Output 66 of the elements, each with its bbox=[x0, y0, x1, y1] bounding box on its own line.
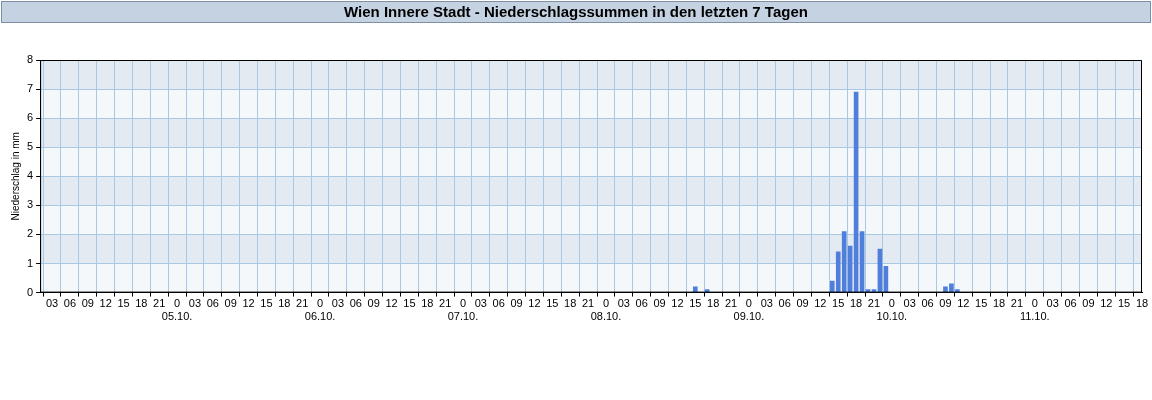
x-tick-label: 15 bbox=[832, 297, 845, 310]
x-tick-label: 06 bbox=[921, 297, 934, 310]
x-tick-label: 09 bbox=[224, 297, 237, 310]
x-tick-label: 18 bbox=[421, 297, 434, 310]
x-tick-label: 12 bbox=[99, 297, 112, 310]
x-tick-label: 12 bbox=[385, 297, 398, 310]
x-tick-label: 09 bbox=[939, 297, 952, 310]
x-tick-label: 09 bbox=[796, 297, 809, 310]
x-tick-label: 03 bbox=[45, 297, 59, 310]
y-tick-label: 6 bbox=[26, 111, 34, 124]
x-tick-label: 09 bbox=[1082, 297, 1095, 310]
x-tick-label: 03 bbox=[760, 297, 773, 310]
y-tick-label: 5 bbox=[26, 140, 34, 153]
x-tick-label: 06 bbox=[63, 297, 77, 310]
x-tick-label: 15 bbox=[117, 297, 130, 310]
x-tick-label: 09 bbox=[81, 297, 94, 310]
x-tick-label: 03 bbox=[188, 297, 202, 310]
y-tick-label: 8 bbox=[26, 53, 34, 66]
x-tick-label: 21 bbox=[581, 297, 595, 310]
y-tick-label: 2 bbox=[26, 227, 34, 240]
x-tick-label: 21 bbox=[153, 297, 166, 310]
x-tick-label: 21 bbox=[439, 297, 452, 310]
x-tick-label: 18 bbox=[849, 297, 863, 310]
x-tick-label: 06 bbox=[492, 297, 505, 310]
x-tick-label: 18 bbox=[707, 297, 720, 310]
x-tick-label: 03 bbox=[331, 297, 345, 310]
x-tick-label: 15 bbox=[1118, 297, 1131, 310]
x-tick-label: 09 bbox=[653, 297, 666, 310]
x-tick-label: 03 bbox=[474, 297, 487, 310]
x-tick-label: 21 bbox=[867, 297, 881, 310]
x-tick-label: 15 bbox=[546, 297, 559, 310]
x-tick-label: 15 bbox=[975, 297, 988, 310]
x-tick-label: 12 bbox=[528, 297, 541, 310]
x-tick-label: 18 bbox=[564, 297, 577, 310]
y-tick-label: 1 bbox=[26, 256, 34, 269]
x-tick-label: 03 bbox=[1046, 297, 1059, 310]
x-tick-label: 12 bbox=[957, 297, 970, 310]
x-tick-label: 21 bbox=[1010, 297, 1024, 310]
y-tick-label: 0 bbox=[26, 285, 34, 298]
x-tick-label: 15 bbox=[260, 297, 273, 310]
x-tick-label: 06 bbox=[778, 297, 791, 310]
x-tick-label: 12 bbox=[1100, 297, 1113, 310]
x-tick-label: 15 bbox=[689, 297, 702, 310]
x-tick-label: 21 bbox=[296, 297, 309, 310]
x-tick-label: 12 bbox=[242, 297, 255, 310]
y-axis-title: Niederschlag in mm bbox=[9, 132, 21, 221]
x-tick-label: 06 bbox=[206, 297, 219, 310]
x-tick-label: 18 bbox=[135, 297, 148, 310]
x-tick-label: 03 bbox=[903, 297, 916, 310]
y-tick-label: 7 bbox=[26, 82, 34, 95]
x-tick-label: 12 bbox=[814, 297, 827, 310]
x-tick-label: 18 bbox=[278, 297, 291, 310]
x-tick-label: 06 bbox=[349, 297, 362, 310]
x-tick-label: 09 bbox=[367, 297, 380, 310]
y-tick-label: 3 bbox=[26, 198, 34, 211]
x-tick-label: 18 bbox=[992, 297, 1006, 310]
x-tick-label: 06 bbox=[1064, 297, 1077, 310]
x-tick-label: 12 bbox=[671, 297, 684, 310]
x-tick-label: 09 bbox=[510, 297, 523, 310]
x-tick-label: 18 bbox=[1135, 297, 1149, 310]
y-tick-label: 4 bbox=[26, 169, 34, 182]
x-tick-label: 03 bbox=[617, 297, 630, 310]
x-tick-label: 15 bbox=[403, 297, 416, 310]
x-tick-label: 21 bbox=[724, 297, 738, 310]
x-tick-label: 06 bbox=[635, 297, 648, 310]
chart-title: Wien Innere Stadt - Niederschlagssummen in den letzten 7 Tagen bbox=[1, 1, 1151, 23]
